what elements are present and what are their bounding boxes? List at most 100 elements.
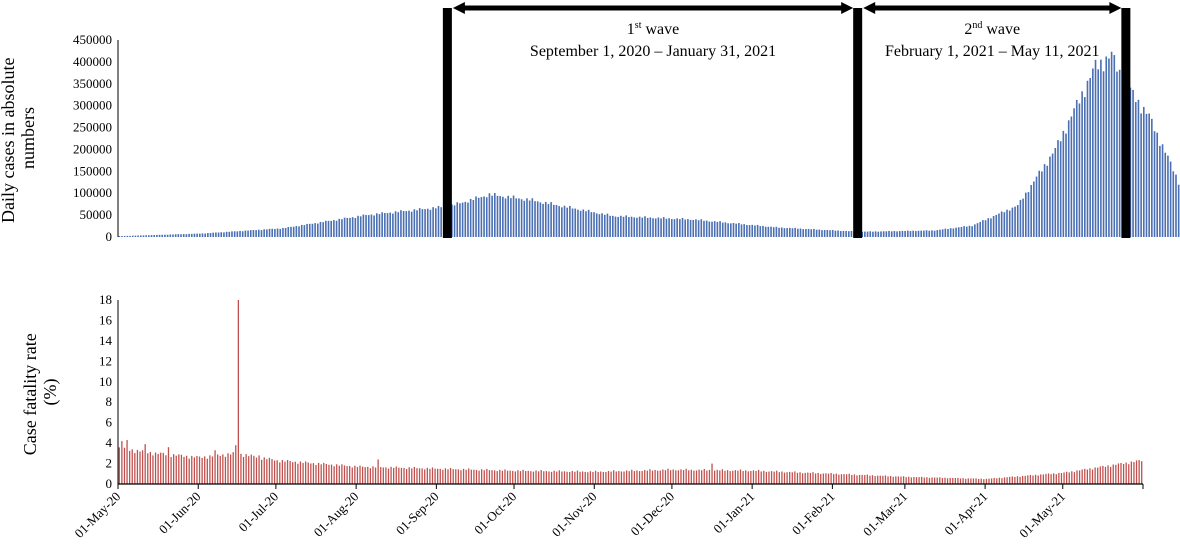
cfr-bar [902, 476, 905, 484]
cfr-bar [405, 468, 408, 484]
daily-cases-bar [638, 216, 641, 237]
cfr-bar [773, 471, 775, 484]
cfr-bar [491, 470, 493, 484]
daily-cases-bar [544, 201, 547, 237]
daily-cases-bar [665, 218, 668, 237]
daily-cases-bar [668, 218, 670, 237]
daily-cases-bar [499, 196, 501, 237]
cfr-bar [695, 470, 698, 484]
cfr-bar [276, 460, 278, 484]
daily-cases-bar [469, 198, 472, 237]
wave-title-number: 1 [627, 21, 635, 38]
daily-cases-bar [518, 198, 520, 237]
cfr-bar [473, 469, 475, 484]
cfr-bar [235, 445, 237, 484]
cfr-bar [537, 471, 540, 484]
cfr-bar [261, 459, 263, 484]
cfr-bar [928, 477, 931, 484]
daily-cases-bar [941, 229, 944, 237]
cfr-bar [610, 471, 612, 484]
daily-cases-bar [335, 220, 338, 237]
daily-cases-bar [805, 229, 807, 237]
daily-cases-bar [850, 231, 853, 237]
cfr-bar [747, 471, 749, 484]
daily-cases-bar [303, 225, 306, 237]
cfr-bar [470, 469, 472, 484]
cfr-bar [248, 456, 250, 484]
cfr-bar [1089, 468, 1091, 484]
wave-annotations: 1st wave September 1, 2020 – January 31, … [442, 2, 1131, 238]
daily-cases-bar [1156, 132, 1159, 237]
cfr-bar [361, 466, 364, 484]
cfr-bar [488, 470, 491, 484]
cfr-bar [224, 456, 227, 484]
daily-cases-bar [555, 204, 558, 237]
y-tick-label: 450000 [73, 32, 112, 47]
daily-cases-bar [1102, 71, 1105, 237]
cfr-bar [693, 470, 695, 484]
cfr-bar [804, 472, 806, 484]
cfr-bar [294, 461, 296, 484]
x-tick-label: 01-Mar-21 [860, 489, 910, 539]
cfr-bar [1001, 478, 1003, 484]
cfr-bar [514, 471, 516, 484]
daily-cases-bar [754, 225, 756, 237]
cfr-bar [1128, 464, 1130, 484]
daily-cases-bar [212, 232, 215, 237]
daily-cases-bar [1105, 56, 1108, 237]
cfr-bar [1027, 475, 1029, 484]
daily-cases-bar [1027, 192, 1030, 237]
daily-cases-bar [657, 217, 660, 237]
x-tick-label: 01-Oct-20 [471, 489, 519, 537]
daily-cases-bar [636, 217, 638, 237]
cfr-bar [527, 470, 529, 484]
daily-cases-bar [1062, 130, 1065, 237]
x-tick-label: 01-Sep-20 [393, 489, 442, 538]
cfr-bar [1014, 476, 1016, 484]
cfr-bar [807, 472, 809, 484]
daily-cases-bar [292, 226, 295, 237]
cfr-bar [905, 477, 907, 484]
cfr-bar [871, 475, 874, 484]
daily-cases-bar [904, 230, 906, 237]
daily-cases-bar [775, 226, 778, 237]
daily-cases-bar [923, 230, 925, 237]
cfr-bar [292, 462, 294, 484]
cfr-bar [770, 471, 773, 484]
daily-cases-bar [670, 219, 673, 237]
cfr-bar [501, 470, 504, 484]
cfr-bar [1120, 462, 1122, 484]
cfr-bar [651, 470, 654, 484]
cfr-bar [449, 467, 452, 484]
daily-cases-bar [788, 227, 791, 237]
cfr-bar [830, 472, 832, 484]
daily-cases-bar [577, 209, 579, 237]
x-tick-label: 01-May-21 [1016, 489, 1068, 541]
daily-cases-bar [134, 235, 137, 237]
cfr-bar [1006, 477, 1008, 484]
cfr-bar [618, 470, 620, 484]
cfr-bar [312, 463, 315, 484]
cfr-bar [424, 469, 426, 484]
daily-cases-bar [1129, 87, 1132, 237]
wave-title-sup: nd [972, 20, 982, 31]
y-tick-label: 18 [99, 292, 112, 307]
daily-cases-bar [695, 219, 697, 237]
cfr-bar [633, 471, 636, 484]
daily-cases-bar [582, 209, 585, 237]
wave-boundary-line [853, 8, 863, 238]
cfr-bar [525, 471, 527, 484]
daily-cases-bar [778, 227, 780, 237]
daily-cases-bar [630, 216, 633, 237]
daily-cases-bar [378, 214, 381, 237]
cfr-bar [763, 470, 765, 484]
daily-cases-bar [475, 196, 477, 237]
daily-cases-bar [987, 218, 990, 237]
daily-cases-bar [129, 235, 131, 237]
cfr-bar [641, 471, 643, 484]
daily-cases-bar [1113, 55, 1116, 237]
cfr-bar [369, 468, 372, 484]
y-tick-label: 14 [99, 333, 113, 348]
daily-cases-bar [552, 204, 555, 237]
cfr-bar [659, 470, 661, 484]
